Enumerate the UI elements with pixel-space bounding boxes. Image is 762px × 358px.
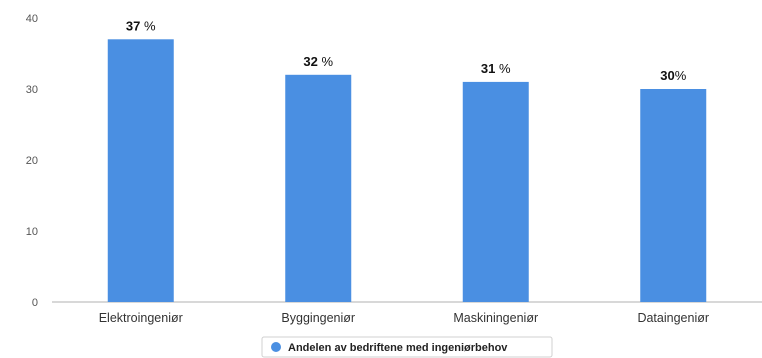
y-tick-label: 40 (26, 13, 38, 25)
bar[interactable] (640, 89, 707, 302)
data-label: 31 % (481, 61, 511, 76)
x-category-label: Elektroingeniør (99, 311, 183, 325)
data-label: 30% (660, 68, 686, 83)
bars-group (107, 39, 707, 303)
x-category-label: Byggingeniør (281, 311, 355, 325)
bar[interactable] (285, 74, 352, 302)
legend-box (261, 336, 553, 358)
y-tick-label: 30 (26, 84, 38, 96)
data-label: 37 % (126, 18, 156, 33)
bar[interactable] (462, 81, 529, 303)
x-category-label: Maskiningeniør (453, 311, 538, 325)
legend-label: Andelen av bedriftene med ingeniørbehov (288, 342, 508, 354)
y-tick-label: 10 (26, 226, 38, 238)
y-axis-ticks: 0 10 20 30 40 (26, 13, 38, 309)
data-label: 32 % (303, 54, 333, 69)
y-tick-label: 0 (32, 297, 38, 309)
category-labels-group: Elektroingeniør Byggingeniør Maskiningeniø… (99, 311, 709, 325)
x-category-label: Dataingeniør (637, 311, 709, 325)
bar[interactable] (107, 39, 174, 303)
y-tick-label: 20 (26, 155, 38, 167)
data-labels-group: 37 % 32 % 31 % 30% (126, 18, 687, 83)
legend-marker (271, 342, 281, 352)
legend[interactable]: Andelen av bedriftene med ingeniørbehov (261, 336, 553, 358)
